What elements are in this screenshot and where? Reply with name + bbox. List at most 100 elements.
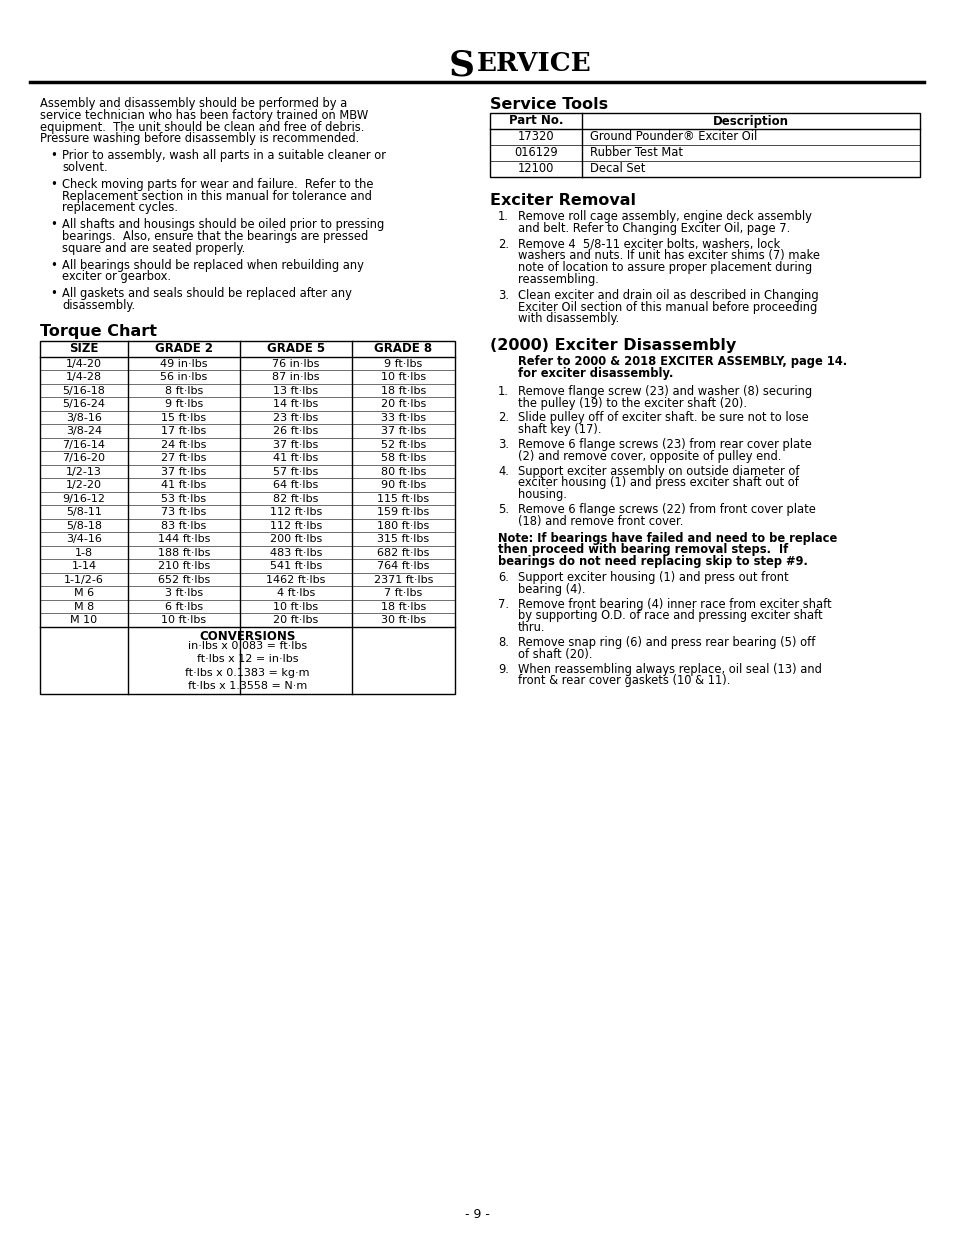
Text: 4 ft·lbs: 4 ft·lbs [276,588,314,598]
Text: 541 ft·lbs: 541 ft·lbs [270,561,322,571]
Text: Remove snap ring (6) and press rear bearing (5) off: Remove snap ring (6) and press rear bear… [517,636,815,650]
Text: 112 ft·lbs: 112 ft·lbs [270,520,322,531]
Text: 7/16-14: 7/16-14 [63,440,106,450]
Text: 1462 ft·lbs: 1462 ft·lbs [266,574,325,584]
Text: 37 ft·lbs: 37 ft·lbs [380,426,426,436]
Text: ft·lbs x 12 = in·lbs: ft·lbs x 12 = in·lbs [196,655,298,664]
Text: 27 ft·lbs: 27 ft·lbs [161,453,207,463]
Text: •: • [50,178,57,190]
Text: 7 ft·lbs: 7 ft·lbs [384,588,422,598]
Text: 82 ft·lbs: 82 ft·lbs [273,494,318,504]
Text: 200 ft·lbs: 200 ft·lbs [270,534,322,545]
Text: for exciter disassembly.: for exciter disassembly. [517,367,673,380]
Text: housing.: housing. [517,488,566,501]
Text: - 9 -: - 9 - [464,1209,489,1221]
Text: 210 ft·lbs: 210 ft·lbs [157,561,210,571]
Text: 3.: 3. [497,438,509,451]
Text: 016129: 016129 [514,147,558,159]
Text: ERVICE: ERVICE [476,51,591,77]
Text: (2000) Exciter Disassembly: (2000) Exciter Disassembly [490,338,736,353]
Text: Exciter Oil section of this manual before proceeding: Exciter Oil section of this manual befor… [517,300,817,314]
Text: Replacement section in this manual for tolerance and: Replacement section in this manual for t… [62,190,372,203]
Text: 5/16-18: 5/16-18 [63,385,106,395]
Text: Ground Pounder® Exciter Oil: Ground Pounder® Exciter Oil [589,131,757,143]
Text: 2.: 2. [497,237,509,251]
Text: and belt. Refer to Changing Exciter Oil, page 7.: and belt. Refer to Changing Exciter Oil,… [517,222,789,235]
Text: 9 ft·lbs: 9 ft·lbs [384,358,422,368]
Text: replacement cycles.: replacement cycles. [62,201,178,215]
Text: 6 ft·lbs: 6 ft·lbs [165,601,203,611]
Text: Remove roll cage assembly, engine deck assembly: Remove roll cage assembly, engine deck a… [517,210,811,224]
Text: All bearings should be replaced when rebuilding any: All bearings should be replaced when reb… [62,258,363,272]
Text: 180 ft·lbs: 180 ft·lbs [377,520,429,531]
Bar [40,341,455,694]
Text: •: • [50,219,57,231]
Text: 159 ft·lbs: 159 ft·lbs [377,508,429,517]
Text: 1/4-28: 1/4-28 [66,372,102,382]
Text: 58 ft·lbs: 58 ft·lbs [380,453,426,463]
Text: 80 ft·lbs: 80 ft·lbs [380,467,426,477]
Text: 53 ft·lbs: 53 ft·lbs [161,494,207,504]
Text: 90 ft·lbs: 90 ft·lbs [380,480,426,490]
Text: (2) and remove cover, opposite of pulley end.: (2) and remove cover, opposite of pulley… [517,450,781,463]
Text: GRADE 2: GRADE 2 [154,342,213,356]
Text: M 10: M 10 [71,615,97,625]
Text: Description: Description [712,115,788,127]
Text: M 8: M 8 [73,601,94,611]
Text: CONVERSIONS: CONVERSIONS [199,630,295,642]
Text: Pressure washing before disassembly is recommended.: Pressure washing before disassembly is r… [40,132,359,146]
Text: solvent.: solvent. [62,161,108,174]
Text: reassembling.: reassembling. [517,273,598,287]
Text: 17 ft·lbs: 17 ft·lbs [161,426,207,436]
Text: Torque Chart: Torque Chart [40,324,157,338]
Text: exciter housing (1) and press exciter shaft out of: exciter housing (1) and press exciter sh… [517,477,798,489]
Text: 9 ft·lbs: 9 ft·lbs [165,399,203,409]
Text: 2371 ft·lbs: 2371 ft·lbs [374,574,433,584]
Text: 76 in·lbs: 76 in·lbs [272,358,319,368]
Text: 483 ft·lbs: 483 ft·lbs [270,547,322,557]
Text: 144 ft·lbs: 144 ft·lbs [157,534,210,545]
Text: 682 ft·lbs: 682 ft·lbs [377,547,429,557]
Text: shaft key (17).: shaft key (17). [517,424,601,436]
Text: M 6: M 6 [74,588,94,598]
Text: ft·lbs x 0.1383 = kg·m: ft·lbs x 0.1383 = kg·m [185,668,310,678]
Text: 52 ft·lbs: 52 ft·lbs [380,440,426,450]
Text: note of location to assure proper placement during: note of location to assure proper placem… [517,261,811,274]
Text: 3/4-16: 3/4-16 [66,534,102,545]
Text: 1-8: 1-8 [75,547,93,557]
Text: 112 ft·lbs: 112 ft·lbs [270,508,322,517]
Text: When reassembling always replace, oil seal (13) and: When reassembling always replace, oil se… [517,663,821,676]
Text: 64 ft·lbs: 64 ft·lbs [274,480,318,490]
Text: equipment.  The unit should be clean and free of debris.: equipment. The unit should be clean and … [40,121,364,133]
Text: S: S [449,48,475,82]
Text: 2.: 2. [497,411,509,425]
Text: 9/16-12: 9/16-12 [63,494,106,504]
Text: Support exciter housing (1) and press out front: Support exciter housing (1) and press ou… [517,571,788,584]
Text: disassembly.: disassembly. [62,299,135,312]
Text: Support exciter assembly on outside diameter of: Support exciter assembly on outside diam… [517,464,799,478]
Text: Note: If bearings have failed and need to be replace: Note: If bearings have failed and need t… [497,531,837,545]
Text: Service Tools: Service Tools [490,98,607,112]
Text: 1.: 1. [497,210,508,224]
Text: 9.: 9. [497,663,508,676]
Text: 41 ft·lbs: 41 ft·lbs [274,453,318,463]
Text: Decal Set: Decal Set [589,163,644,175]
Text: 41 ft·lbs: 41 ft·lbs [161,480,207,490]
Text: then proceed with bearing removal steps.  If: then proceed with bearing removal steps.… [497,543,787,557]
Text: bearing (4).: bearing (4). [517,583,585,595]
Text: 4.: 4. [497,464,508,478]
Text: front & rear cover gaskets (10 & 11).: front & rear cover gaskets (10 & 11). [517,674,730,688]
Text: ft·lbs x 1.3558 = N·m: ft·lbs x 1.3558 = N·m [188,682,307,692]
Text: 12100: 12100 [517,163,554,175]
Text: 1/2-20: 1/2-20 [66,480,102,490]
Text: 115 ft·lbs: 115 ft·lbs [377,494,429,504]
Bar [490,112,919,177]
Text: 57 ft·lbs: 57 ft·lbs [274,467,318,477]
Text: Remove 4  5/8-11 exciter bolts, washers, lock: Remove 4 5/8-11 exciter bolts, washers, … [517,237,780,251]
Text: 7.: 7. [497,598,509,610]
Text: in·lbs x 0.083 = ft·lbs: in·lbs x 0.083 = ft·lbs [188,641,307,651]
Text: 30 ft·lbs: 30 ft·lbs [380,615,426,625]
Text: service technician who has been factory trained on MBW: service technician who has been factory … [40,109,368,122]
Text: 1.: 1. [497,385,508,398]
Text: bearings.  Also, ensure that the bearings are pressed: bearings. Also, ensure that the bearings… [62,230,368,243]
